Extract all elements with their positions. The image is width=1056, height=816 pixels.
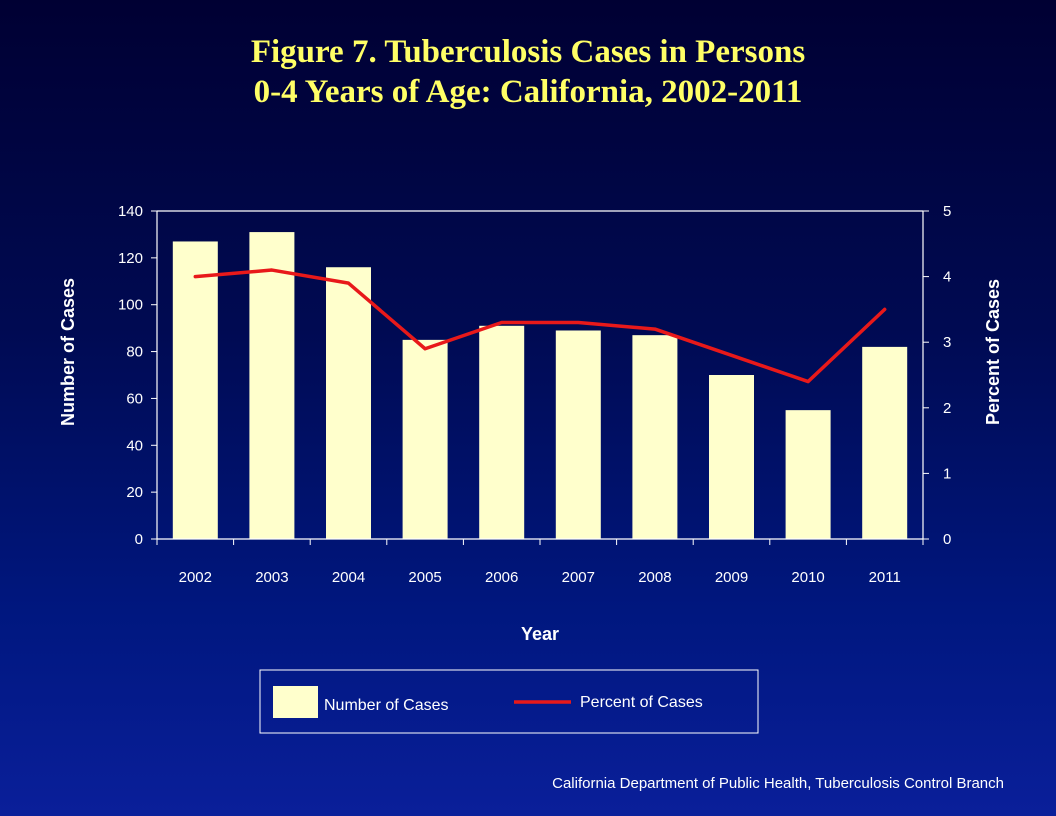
bar-2007 (555, 330, 601, 539)
chart-title-line2: 0-4 Years of Age: California, 2002-2011 (253, 74, 803, 110)
legend-label-line: Percent of Cases (580, 694, 703, 711)
x-tick-label: 2007 (562, 569, 595, 586)
chart-title: Figure 7. Tuberculosis Cases in Persons … (0, 32, 1056, 112)
x-tick-label: 2009 (715, 569, 748, 586)
bar-2004 (326, 267, 371, 539)
x-tick-label: 2011 (869, 569, 901, 586)
bar-2011 (862, 346, 908, 539)
bar-2009 (709, 375, 754, 539)
legend-swatch-bars (273, 686, 318, 718)
y-tick-label: 20 (126, 484, 143, 501)
x-tick-label: 2006 (485, 569, 518, 586)
y2-tick-label: 2 (943, 400, 951, 417)
bar-2008 (632, 335, 678, 539)
bar-2003 (249, 232, 295, 540)
x-tick-label: 2002 (179, 569, 212, 586)
percent-line (193, 268, 887, 384)
x-tick-label: 2008 (638, 569, 671, 586)
y2-tick-label: 4 (943, 269, 951, 286)
y-axis-title: Number of Cases (58, 278, 78, 426)
bar-2005 (402, 339, 448, 539)
x-tick-label: 2003 (255, 569, 288, 586)
y2-tick-label: 5 (943, 203, 951, 220)
source-footnote: California Department of Public Health, … (552, 775, 1004, 792)
x-tick-label: 2010 (791, 569, 824, 586)
y-tick-label: 80 (126, 344, 143, 361)
y-tick-label: 140 (118, 203, 143, 220)
y-tick-label: 100 (118, 297, 143, 314)
bar-2002 (172, 241, 218, 539)
y-tick-label: 120 (118, 250, 143, 267)
legend-box (259, 669, 759, 734)
x-tick-label: 2005 (408, 569, 441, 586)
y2-axis-title: Percent of Cases (983, 279, 1003, 425)
x-tick-label: 2004 (332, 569, 365, 586)
bar-2006 (479, 325, 525, 539)
y-tick-label: 40 (126, 437, 143, 454)
y-tick-label: 0 (135, 531, 143, 548)
x-axis-title: Year (521, 624, 559, 644)
y2-tick-label: 0 (943, 531, 951, 548)
y-tick-label: 60 (126, 390, 143, 407)
y2-tick-label: 1 (943, 465, 951, 482)
chart-title-line1: Figure 7. Tuberculosis Cases in Persons (250, 34, 806, 70)
legend-label-bars: Number of Cases (324, 697, 449, 714)
bar-2010 (785, 410, 831, 539)
y2-tick-label: 3 (943, 334, 951, 351)
